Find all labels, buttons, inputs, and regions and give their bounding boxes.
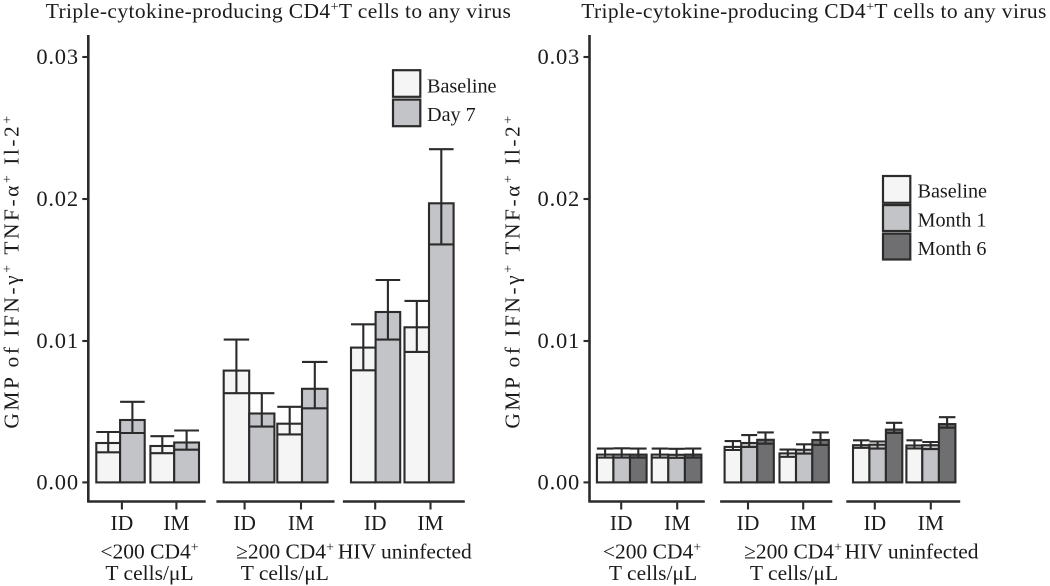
svg-text:IM: IM [417, 511, 443, 535]
svg-text:Baseline: Baseline [918, 181, 988, 203]
svg-text:IM: IM [790, 511, 816, 535]
svg-text:IM: IM [918, 511, 944, 535]
svg-text:≥200 CD4+: ≥200 CD4+ [236, 539, 334, 563]
svg-text:0.03: 0.03 [36, 44, 79, 69]
svg-text:ID: ID [863, 511, 886, 535]
svg-text:0.01: 0.01 [36, 328, 79, 353]
svg-text:<200 CD4+: <200 CD4+ [100, 539, 198, 563]
svg-text:≥200 CD4+: ≥200 CD4+ [744, 539, 842, 563]
svg-text:Baseline: Baseline [427, 76, 497, 98]
svg-text:ID: ID [111, 511, 134, 535]
svg-text:T cells/μL: T cells/μL [241, 561, 329, 585]
svg-text:GMP of IFN-γ+ TNF-α+ Il-2+: GMP of IFN-γ+ TNF-α+ Il-2+ [0, 113, 24, 428]
svg-text:IM: IM [163, 511, 189, 535]
svg-text:0.01: 0.01 [538, 328, 581, 353]
svg-text:ID: ID [610, 511, 633, 535]
svg-text:ID: ID [364, 511, 387, 535]
svg-text:T cells/μL: T cells/μL [750, 561, 838, 585]
svg-text:0.03: 0.03 [538, 44, 581, 69]
svg-text:HIV uninfected: HIV uninfected [845, 539, 979, 563]
svg-text:T cells/μL: T cells/μL [609, 561, 697, 585]
svg-text:ID: ID [737, 511, 760, 535]
svg-text:Month 6: Month 6 [918, 238, 987, 260]
svg-text:0.02: 0.02 [538, 186, 581, 211]
svg-text:T cells/μL: T cells/μL [105, 561, 193, 585]
svg-text:0.02: 0.02 [36, 186, 79, 211]
svg-text:HIV uninfected: HIV uninfected [338, 539, 472, 563]
svg-text:0.00: 0.00 [36, 470, 79, 495]
svg-text:<200 CD4+: <200 CD4+ [603, 539, 701, 563]
svg-text:IM: IM [288, 511, 314, 535]
svg-text:Day 7: Day 7 [427, 104, 476, 126]
svg-text:Triple-cytokine-producing CD4+: Triple-cytokine-producing CD4+T cells to… [46, 0, 512, 23]
svg-text:Month 1: Month 1 [918, 210, 987, 232]
svg-text:IM: IM [664, 511, 690, 535]
svg-text:Triple-cytokine-producing CD4+: Triple-cytokine-producing CD4+T cells to… [581, 0, 1047, 23]
svg-text:ID: ID [233, 511, 256, 535]
svg-text:0.00: 0.00 [538, 470, 581, 495]
